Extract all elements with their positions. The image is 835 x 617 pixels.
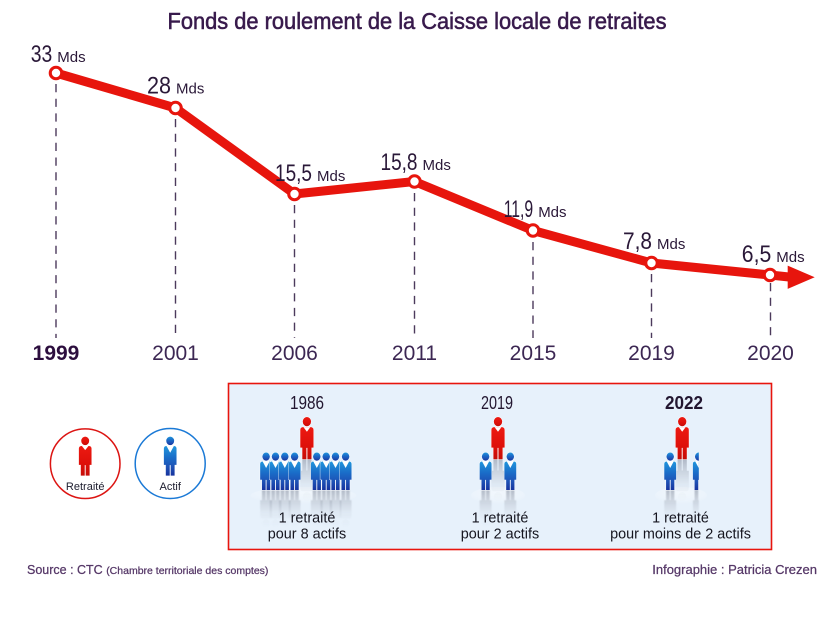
svg-text:1 retraité: 1 retraité — [472, 511, 529, 527]
svg-text:1 retraité: 1 retraité — [279, 511, 336, 527]
svg-text:2022: 2022 — [665, 392, 703, 413]
svg-text:2019: 2019 — [481, 392, 513, 413]
svg-text:Infographie : Patricia Crezen: Infographie : Patricia Crezen — [652, 562, 817, 577]
svg-text:2020: 2020 — [747, 342, 794, 365]
svg-text:2001: 2001 — [152, 342, 199, 365]
svg-text:2006: 2006 — [271, 342, 318, 365]
svg-text:pour 8 actifs: pour 8 actifs — [268, 527, 346, 543]
svg-text:2019: 2019 — [628, 342, 675, 365]
svg-text:1999: 1999 — [33, 342, 80, 365]
svg-text:pour moins de 2 actifs: pour moins de 2 actifs — [610, 527, 751, 543]
svg-text:Retraité: Retraité — [66, 481, 105, 493]
svg-text:pour 2 actifs: pour 2 actifs — [461, 527, 539, 543]
svg-text:Source : CTC (Chambre territor: Source : CTC (Chambre territoriale des c… — [27, 563, 268, 577]
svg-text:2015: 2015 — [510, 342, 557, 365]
svg-text:2011: 2011 — [392, 342, 437, 365]
svg-text:Fonds de roulement de la Caiss: Fonds de roulement de la Caisse locale d… — [168, 8, 667, 34]
svg-text:Actif: Actif — [159, 481, 181, 493]
svg-text:1 retraité: 1 retraité — [652, 511, 709, 527]
svg-text:1986: 1986 — [290, 392, 324, 413]
